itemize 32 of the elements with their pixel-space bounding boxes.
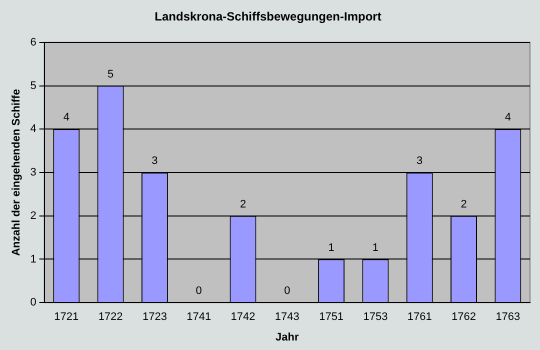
data-label: 2 bbox=[460, 198, 467, 210]
data-label: 1 bbox=[328, 242, 334, 254]
x-tick-label: 1742 bbox=[230, 311, 256, 324]
y-tick-label: 0 bbox=[30, 296, 36, 309]
x-tick-label: 1741 bbox=[186, 311, 212, 324]
data-label: 1 bbox=[372, 242, 379, 254]
data-label: 4 bbox=[63, 112, 70, 124]
data-label: 2 bbox=[240, 198, 246, 210]
x-tick-label: 1762 bbox=[452, 311, 476, 324]
x-tick-label: 1751 bbox=[319, 311, 344, 324]
y-tick-label: 1 bbox=[30, 253, 36, 266]
x-axis-title: Jahr bbox=[276, 331, 300, 344]
y-tick-label: 2 bbox=[30, 210, 36, 222]
data-label: 0 bbox=[284, 285, 290, 298]
data-label: 3 bbox=[152, 155, 158, 168]
x-tick-label: 1761 bbox=[407, 311, 432, 324]
data-label: 3 bbox=[416, 155, 423, 168]
data-label: 4 bbox=[504, 112, 511, 124]
x-tick-label: 1723 bbox=[142, 311, 167, 324]
x-tick-label: 1753 bbox=[363, 311, 388, 324]
chart-title: Landskrona-Schiffsbewegungen-Import bbox=[154, 10, 382, 24]
y-tick-label: 6 bbox=[30, 36, 36, 48]
y-tick-label: 5 bbox=[30, 80, 36, 92]
x-tick-label: 1743 bbox=[274, 311, 300, 324]
y-axis-title: Anzahl der eingehenden Schiffe bbox=[10, 89, 23, 256]
x-tick-label: 1721 bbox=[54, 311, 79, 324]
y-tick-label: 3 bbox=[30, 166, 36, 179]
data-label: 0 bbox=[196, 285, 202, 298]
data-label: 5 bbox=[107, 68, 114, 80]
y-tick-label: 4 bbox=[30, 123, 36, 136]
x-tick-label: 1722 bbox=[98, 311, 123, 324]
x-tick-label: 1763 bbox=[496, 311, 520, 324]
